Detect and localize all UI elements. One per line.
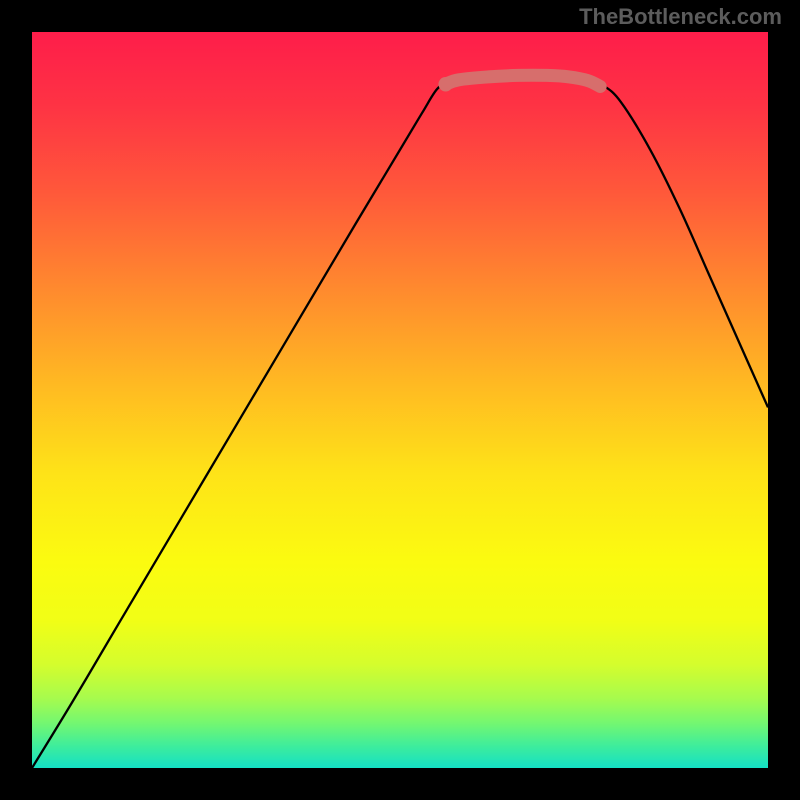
optimal-range-start-dot [438, 77, 452, 91]
watermark-text: TheBottleneck.com [579, 4, 782, 30]
bottleneck-curve [32, 74, 768, 768]
bottleneck-curve-chart [32, 32, 768, 768]
optimal-range-marker [446, 75, 601, 86]
plot-area [32, 32, 768, 768]
